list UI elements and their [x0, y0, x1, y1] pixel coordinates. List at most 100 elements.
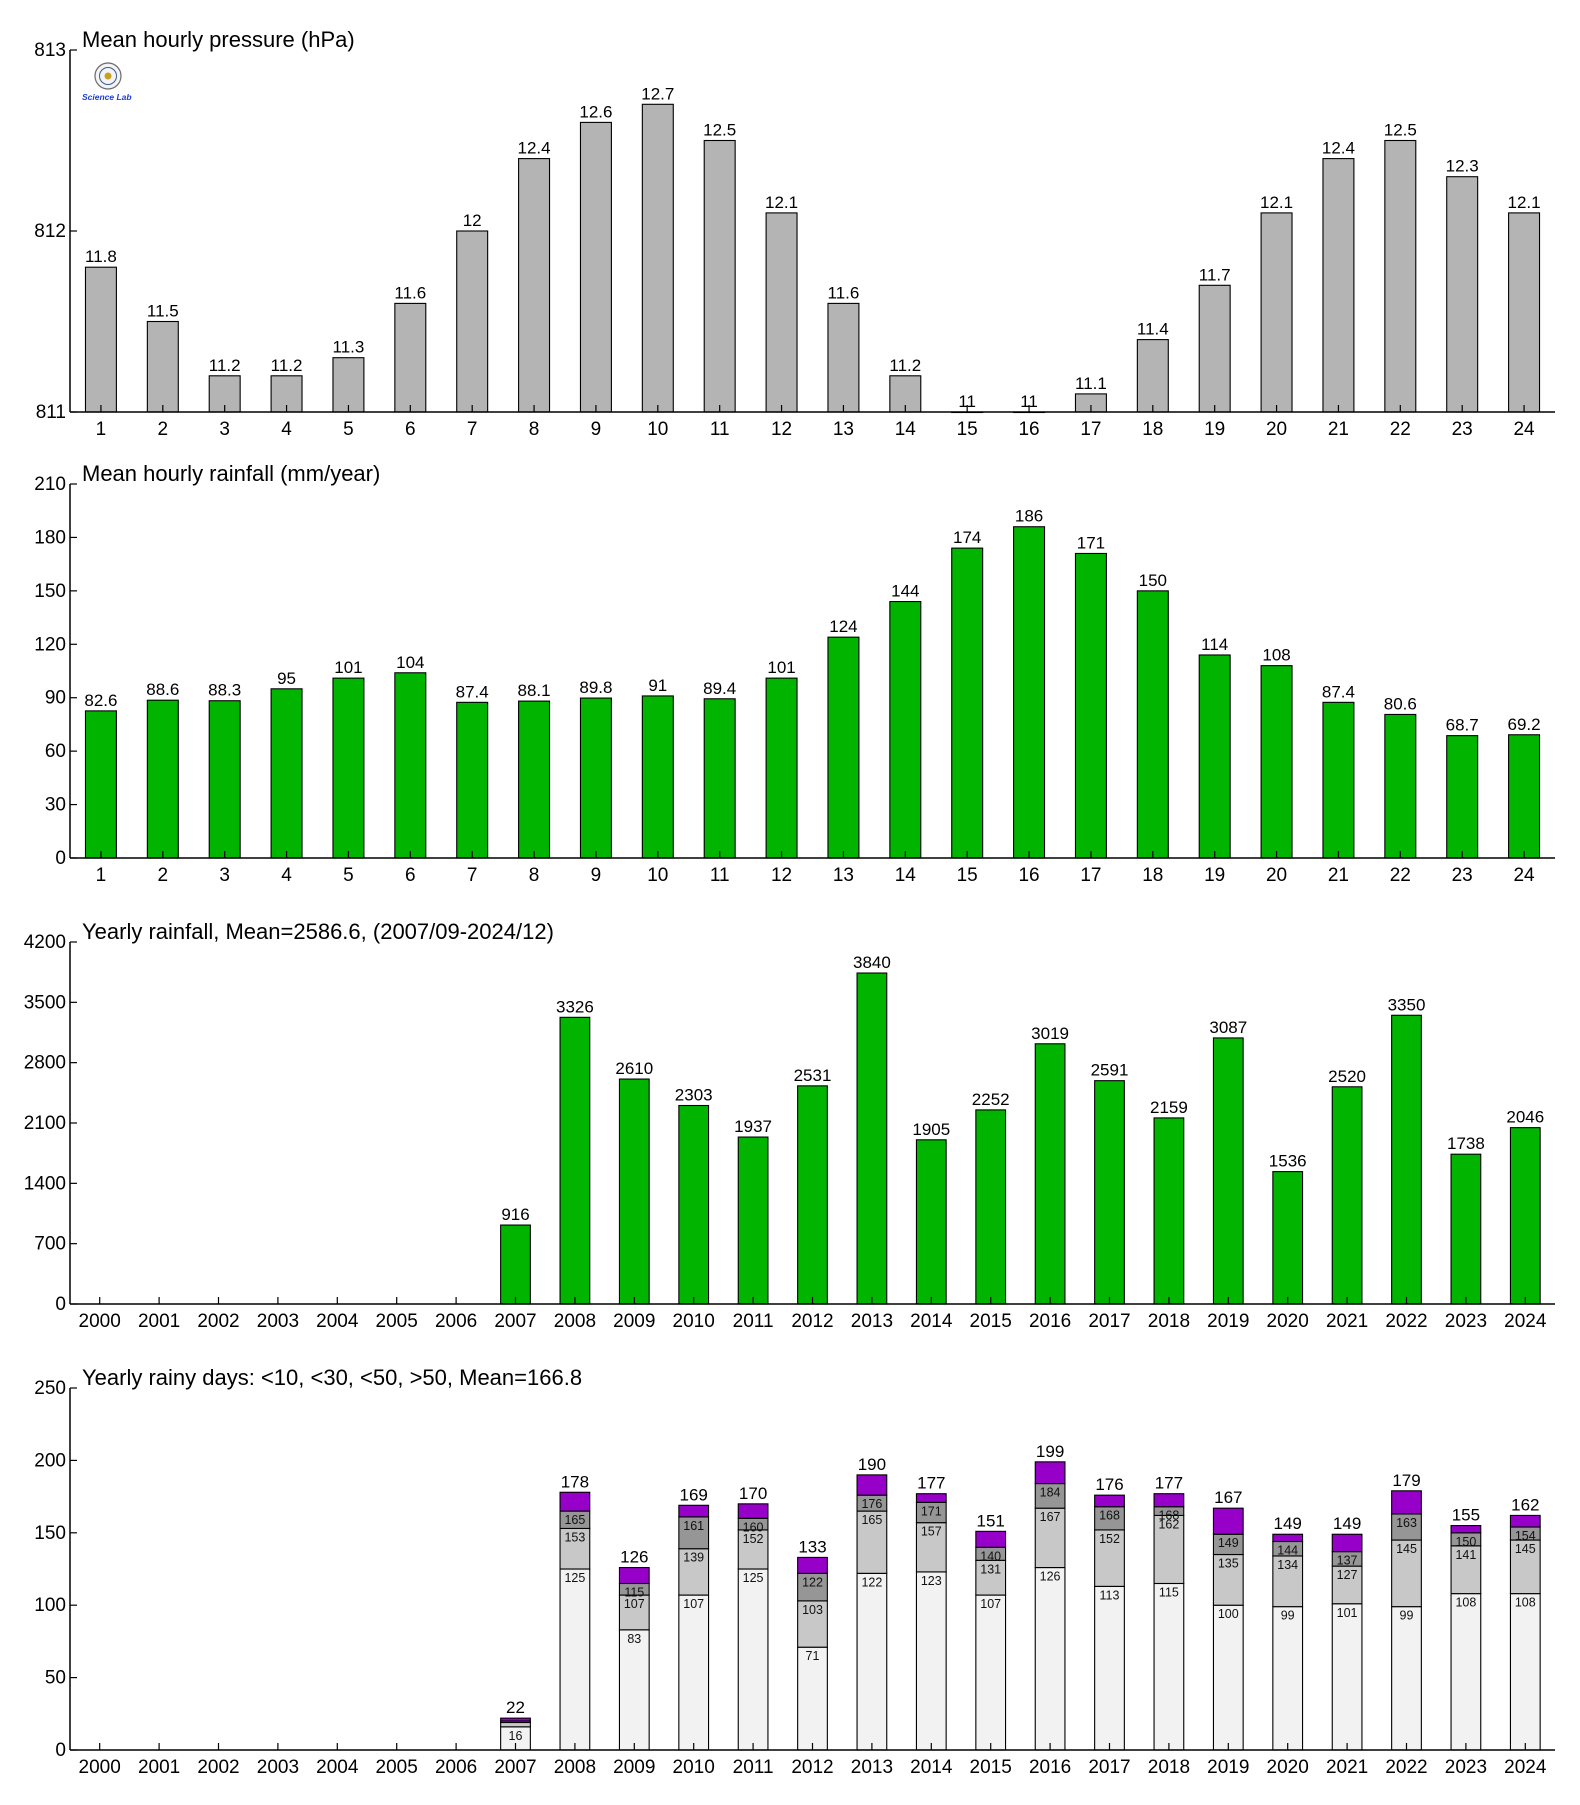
stack-segment — [618, 1629, 650, 1751]
x-tick-label: 2009 — [613, 1311, 655, 1332]
y-tick-label: 812 — [34, 221, 66, 242]
stack-segment — [1094, 1585, 1125, 1751]
x-tick-label: 18 — [1142, 419, 1163, 440]
bar-value-label: 12.1 — [1260, 193, 1293, 212]
bar-value-label: 1905 — [912, 1120, 950, 1139]
bar-value-label: 1738 — [1447, 1134, 1485, 1153]
bar-value-label: 2046 — [1506, 1108, 1544, 1127]
segment-label: 167 — [1040, 1510, 1061, 1524]
x-tick-label: 19 — [1204, 419, 1225, 440]
bar-value-label: 104 — [396, 653, 424, 672]
x-tick-label: 14 — [895, 419, 917, 440]
stack-segment — [856, 1510, 888, 1574]
bar-value-label: 80.6 — [1384, 694, 1417, 713]
stack-segment — [915, 1522, 947, 1573]
stack-segment — [1450, 1525, 1482, 1534]
bar — [394, 302, 427, 413]
x-tick-label: 9 — [591, 865, 602, 886]
segment-label: 140 — [980, 1549, 1001, 1563]
bar-value-label: 11.7 — [1199, 265, 1231, 284]
segment-label: 108 — [1455, 1596, 1476, 1610]
y-tick-label: 150 — [34, 1523, 66, 1544]
stack-segment — [915, 1493, 947, 1503]
x-tick-label: 1 — [96, 865, 107, 886]
y-tick-label: 250 — [34, 1378, 66, 1399]
bar-value-label: 3840 — [853, 953, 891, 972]
stack-segment — [975, 1530, 1007, 1548]
stack-segment — [678, 1516, 710, 1550]
bar-value-label: 3019 — [1031, 1024, 1069, 1043]
x-tick-label: 2015 — [970, 1311, 1012, 1332]
bar-value-label: 2591 — [1091, 1061, 1129, 1080]
x-tick-label: 2017 — [1088, 1757, 1130, 1778]
segment-label: 168 — [1158, 1509, 1179, 1523]
segment-label: 108 — [1515, 1596, 1536, 1610]
bar — [1153, 1117, 1185, 1305]
x-tick-label: 2013 — [851, 1311, 893, 1332]
y-tick-label: 3500 — [24, 992, 66, 1013]
x-tick-label: 2003 — [257, 1757, 299, 1778]
segment-label: 171 — [921, 1504, 942, 1518]
x-tick-label: 2021 — [1326, 1311, 1368, 1332]
segment-label: 107 — [624, 1597, 645, 1611]
stack-segment — [1331, 1603, 1363, 1751]
stack-segment — [500, 1717, 531, 1722]
segment-label: 139 — [683, 1551, 704, 1565]
y-tick-label: 1400 — [24, 1173, 66, 1194]
bar — [856, 972, 888, 1305]
bar — [1322, 701, 1355, 859]
segment-label: 135 — [1218, 1557, 1239, 1571]
chart-title: Mean hourly pressure (hPa) — [82, 27, 355, 52]
x-tick-label: 2016 — [1029, 1757, 1071, 1778]
x-tick-label: 11 — [710, 419, 730, 440]
bar — [270, 688, 303, 859]
x-tick-label: 2016 — [1029, 1311, 1071, 1332]
bar-value-label: 12.3 — [1446, 157, 1479, 176]
stack-segment — [678, 1504, 710, 1518]
y-tick-label: 150 — [34, 581, 66, 602]
bar-value-label: 87.4 — [456, 682, 489, 701]
bar-total-label: 169 — [680, 1485, 708, 1504]
bar — [518, 700, 551, 859]
x-tick-label: 2018 — [1148, 1311, 1190, 1332]
segment-label: 162 — [1158, 1517, 1179, 1531]
bar — [579, 121, 612, 413]
stack-segment — [500, 1721, 531, 1728]
x-tick-label: 2022 — [1385, 1311, 1427, 1332]
y-tick-label: 50 — [45, 1668, 66, 1689]
bar-value-label: 2531 — [794, 1066, 832, 1085]
x-tick-label: 7 — [467, 419, 478, 440]
stack-segment — [797, 1572, 828, 1602]
stack-segment — [618, 1567, 650, 1585]
x-tick-label: 8 — [529, 419, 540, 440]
bar — [1384, 713, 1417, 859]
bar-value-label: 186 — [1015, 507, 1043, 526]
bar — [915, 1139, 947, 1305]
x-tick-label: 2003 — [257, 1311, 299, 1332]
chart-panel-1: Mean hourly pressure (hPa)81181281311.81… — [34, 27, 1555, 440]
bar-value-label: 144 — [891, 582, 919, 601]
bar-total-label: 170 — [739, 1484, 767, 1503]
bar-value-label: 11.2 — [271, 356, 303, 375]
stack-segment — [1391, 1539, 1422, 1608]
bar — [1034, 1043, 1066, 1305]
bar-value-label: 88.6 — [146, 680, 179, 699]
y-tick-label: 0 — [55, 1740, 66, 1761]
bar — [1450, 1153, 1482, 1305]
bar — [394, 672, 427, 859]
segment-label: 115 — [1159, 1585, 1179, 1599]
x-tick-label: 2019 — [1207, 1757, 1249, 1778]
x-tick-label: 2023 — [1445, 1311, 1487, 1332]
bar — [678, 1104, 710, 1305]
x-tick-label: 2008 — [554, 1311, 596, 1332]
bar — [765, 677, 798, 859]
bar — [579, 697, 612, 859]
bar — [1260, 665, 1293, 859]
x-tick-label: 19 — [1204, 865, 1225, 886]
stack-segment — [1034, 1507, 1066, 1569]
bar-value-label: 12.1 — [1508, 193, 1541, 212]
bar-total-label: 149 — [1333, 1514, 1361, 1533]
chart-panel-4: Yearly rainy days: <10, <30, <50, >50, M… — [34, 1365, 1555, 1778]
